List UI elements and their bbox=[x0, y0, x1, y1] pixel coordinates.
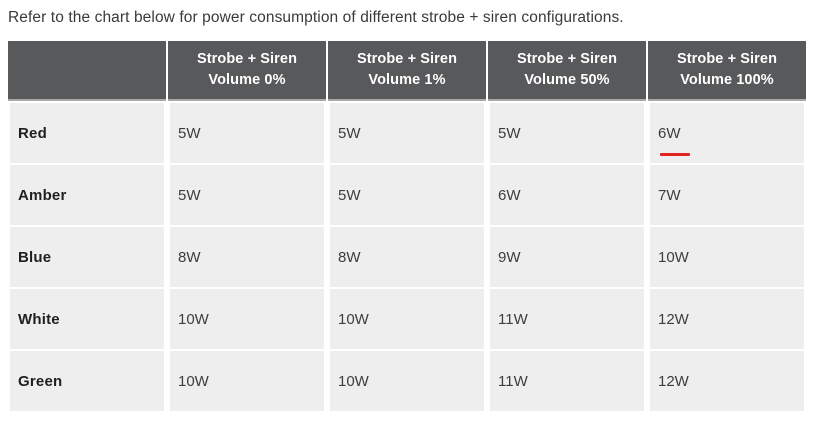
row-label-amber: Amber bbox=[8, 165, 166, 225]
row-amber: Amber 5W 5W 6W 7W bbox=[8, 165, 806, 225]
row-label-white: White bbox=[8, 289, 166, 349]
cell-red-volume-0: 5W bbox=[168, 103, 326, 163]
cell-amber-volume-50: 6W bbox=[488, 165, 646, 225]
column-header-line2: Volume 100% bbox=[680, 72, 774, 88]
cell-amber-volume-100: 7W bbox=[648, 165, 806, 225]
row-label-green: Green bbox=[8, 351, 166, 411]
cell-blue-volume-100: 10W bbox=[648, 227, 806, 287]
column-header-line2: Volume 0% bbox=[208, 72, 286, 88]
cell-red-volume-100: 6W bbox=[648, 103, 806, 163]
column-header-line2: Volume 1% bbox=[368, 72, 446, 88]
cell-white-volume-50: 11W bbox=[488, 289, 646, 349]
power-consumption-table: Strobe + Siren Volume 0% Strobe + Siren … bbox=[6, 39, 808, 413]
column-header-volume-100: Strobe + Siren Volume 100% bbox=[648, 41, 806, 101]
cell-green-volume-50: 11W bbox=[488, 351, 646, 411]
corner-header-cell bbox=[8, 41, 166, 101]
column-header-line1: Strobe + Siren bbox=[676, 51, 778, 67]
row-white: White 10W 10W 11W 12W bbox=[8, 289, 806, 349]
column-header-volume-50: Strobe + Siren Volume 50% bbox=[488, 41, 646, 101]
cell-blue-volume-1: 8W bbox=[328, 227, 486, 287]
row-blue: Blue 8W 8W 9W 10W bbox=[8, 227, 806, 287]
header-row: Strobe + Siren Volume 0% Strobe + Siren … bbox=[8, 41, 806, 101]
column-header-line2: Volume 50% bbox=[524, 72, 610, 88]
cell-amber-volume-1: 5W bbox=[328, 165, 486, 225]
cell-white-volume-1: 10W bbox=[328, 289, 486, 349]
cell-green-volume-0: 10W bbox=[168, 351, 326, 411]
row-red: Red 5W 5W 5W 6W bbox=[8, 103, 806, 163]
column-header-line1: Strobe + Siren bbox=[196, 51, 298, 67]
intro-text: Refer to the chart below for power consu… bbox=[8, 9, 624, 26]
cell-red-volume-1: 5W bbox=[328, 103, 486, 163]
cell-amber-volume-0: 5W bbox=[168, 165, 326, 225]
cell-white-volume-100: 12W bbox=[648, 289, 806, 349]
column-header-line1: Strobe + Siren bbox=[516, 51, 618, 67]
column-header-volume-1: Strobe + Siren Volume 1% bbox=[328, 41, 486, 101]
column-header-line1: Strobe + Siren bbox=[356, 51, 458, 67]
row-label-red: Red bbox=[8, 103, 166, 163]
cell-green-volume-100: 12W bbox=[648, 351, 806, 411]
row-green: Green 10W 10W 11W 12W bbox=[8, 351, 806, 411]
column-header-volume-0: Strobe + Siren Volume 0% bbox=[168, 41, 326, 101]
cell-red-volume-50: 5W bbox=[488, 103, 646, 163]
highlight-underline bbox=[660, 153, 690, 156]
cell-white-volume-0: 10W bbox=[168, 289, 326, 349]
cell-green-volume-1: 10W bbox=[328, 351, 486, 411]
cell-blue-volume-50: 9W bbox=[488, 227, 646, 287]
cell-blue-volume-0: 8W bbox=[168, 227, 326, 287]
row-label-blue: Blue bbox=[8, 227, 166, 287]
cell-red-volume-100-value: 6W bbox=[658, 124, 681, 142]
